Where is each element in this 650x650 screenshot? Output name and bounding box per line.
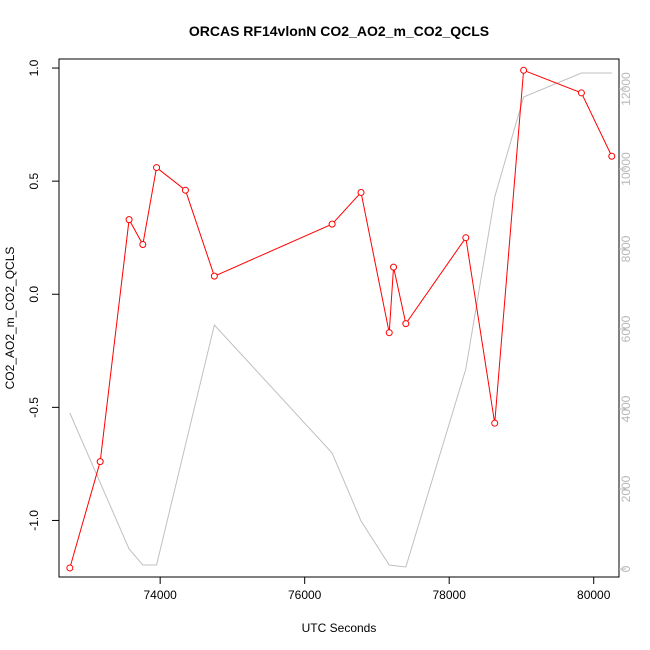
y2-tick-label: 6000: [619, 315, 633, 342]
data-point: [96, 458, 104, 466]
y2-tick-label: 8000: [619, 235, 633, 262]
y-tick-label: -1.0: [27, 510, 41, 531]
data-point: [139, 240, 147, 248]
x-tick-label: 74000: [143, 588, 177, 602]
series-line-right-axis: [69, 72, 612, 568]
y2-tick-label: 2000: [619, 475, 633, 502]
y-tick-label: 0.5: [27, 172, 41, 189]
y-tick-label: 1.0: [27, 59, 41, 76]
plot-frame: [58, 58, 620, 578]
x-axis-label: UTC Seconds: [302, 621, 377, 635]
y-axis-right: 0 2000 4000 6000 8000 10000 12000: [619, 72, 633, 572]
data-point: [462, 234, 470, 242]
data-point: [153, 164, 161, 172]
data-point: [181, 186, 189, 194]
data-point: [328, 220, 336, 228]
data-point: [402, 320, 410, 328]
series-layer: [66, 66, 616, 572]
y2-tick-label: 4000: [619, 395, 633, 422]
x-tick-label: 76000: [288, 588, 322, 602]
x-tick-label: 80000: [577, 588, 611, 602]
data-point: [357, 188, 365, 196]
y2-tick-label: 12000: [619, 72, 633, 106]
data-point: [66, 564, 74, 572]
y-axis-label: CO2_AO2_m_CO2_QCLS: [3, 247, 17, 390]
chart-title: ORCAS RF14vlonN CO2_AO2_m_CO2_QCLS: [189, 23, 489, 39]
series-line-left-axis: [69, 69, 613, 569]
y-axis-left: -1.0 -0.5 0.0 0.5 1.0: [27, 59, 59, 531]
data-point: [577, 89, 585, 97]
y-tick-label: 0.0: [27, 286, 41, 303]
data-point: [385, 329, 393, 337]
y2-tick-label: 0: [619, 565, 633, 572]
data-point: [125, 216, 133, 224]
data-point: [491, 419, 499, 427]
data-point: [390, 263, 398, 271]
y2-tick-label: 10000: [619, 152, 633, 186]
data-point: [608, 152, 616, 160]
data-point: [210, 272, 218, 280]
x-tick-label: 78000: [433, 588, 467, 602]
data-point: [520, 66, 528, 74]
x-axis: 74000 76000 78000 80000: [143, 577, 611, 602]
y-tick-label: -0.5: [27, 397, 41, 418]
